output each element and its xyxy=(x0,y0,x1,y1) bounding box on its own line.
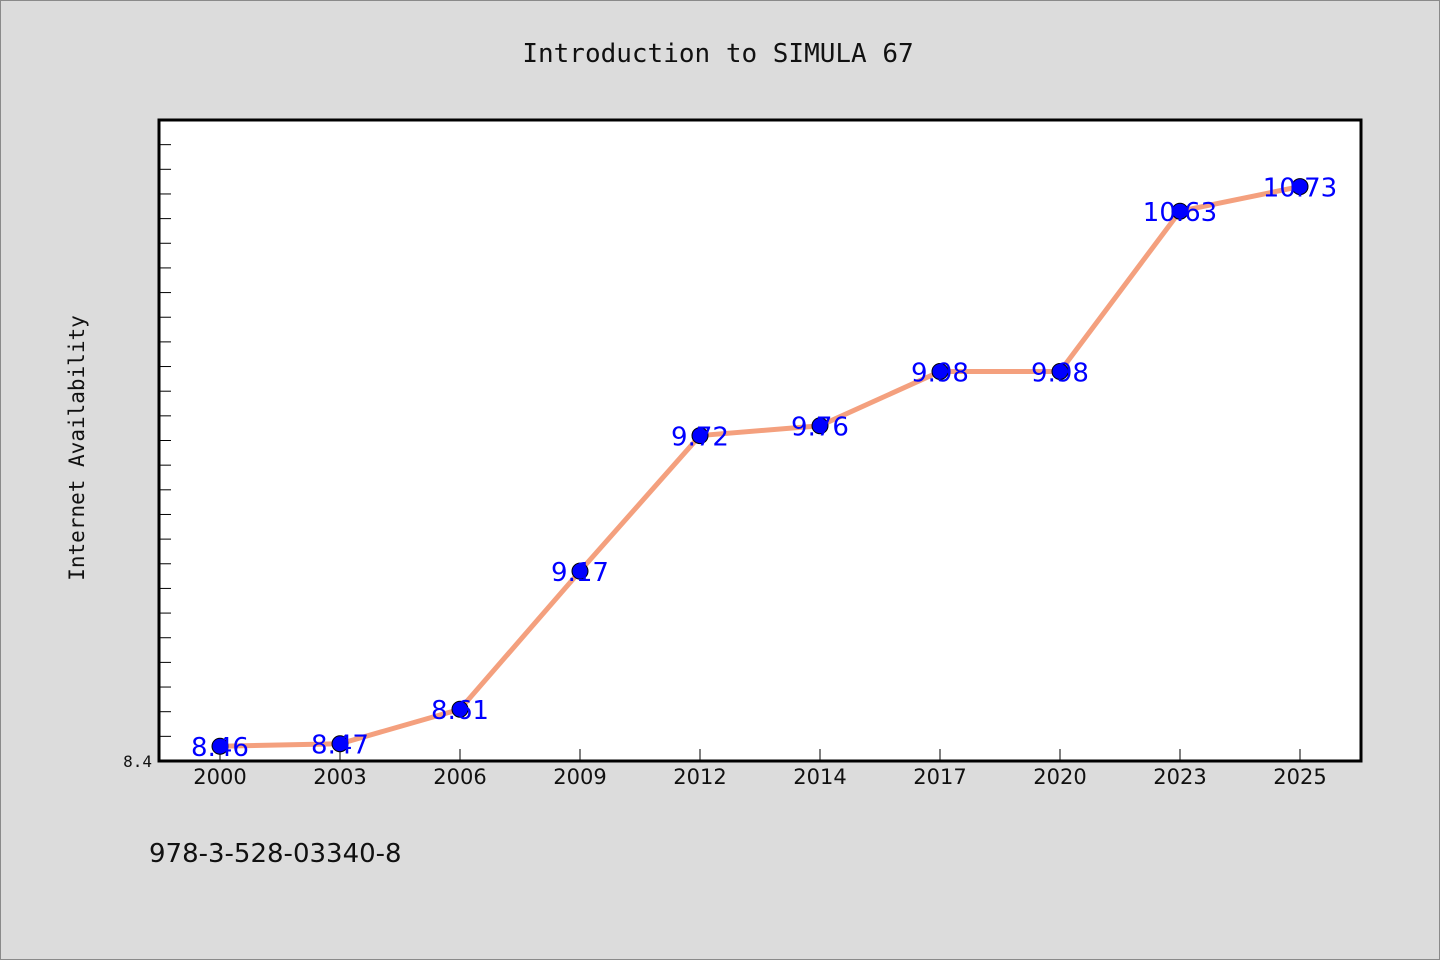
x-tick-label: 2025 xyxy=(1273,765,1326,789)
data-point xyxy=(331,735,349,753)
series-line xyxy=(217,184,1303,749)
data-point xyxy=(1291,178,1309,196)
data-points xyxy=(211,178,1309,755)
x-tick-label: 2012 xyxy=(673,765,726,789)
data-label: 10.63 xyxy=(1143,198,1217,228)
data-label: 9.76 xyxy=(791,413,849,443)
y-axis-ticks xyxy=(159,119,171,762)
data-point xyxy=(691,427,709,445)
data-point xyxy=(931,362,949,380)
x-tick-label: 2009 xyxy=(553,765,606,789)
data-label: 8.61 xyxy=(431,696,489,726)
x-tick-label: 2023 xyxy=(1153,765,1206,789)
data-labels: 8.46 8.47 8.61 9.17 9.72 9.76 9.98 9.98 10.63 10.… xyxy=(191,174,1337,764)
data-label: 8.47 xyxy=(311,731,369,761)
data-point xyxy=(451,700,469,718)
data-label: 9.17 xyxy=(551,558,609,588)
data-label: 10.73 xyxy=(1263,174,1337,204)
y-axis-label: Internet Availability xyxy=(65,315,89,581)
x-tick-label: 2014 xyxy=(793,765,846,789)
y-tick-label: 8.4 xyxy=(123,752,152,771)
plot-area xyxy=(157,118,1363,763)
y-axis-tick-labels: 8.4 xyxy=(123,752,152,771)
data-point xyxy=(1171,202,1189,220)
isbn-footer: 978-3-528-03340-8 xyxy=(149,839,402,869)
data-point xyxy=(811,417,829,435)
data-label: 8.46 xyxy=(191,733,249,763)
data-label: 9.72 xyxy=(671,423,729,453)
x-tick-label: 2000 xyxy=(193,765,246,789)
x-tick-label: 2003 xyxy=(313,765,366,789)
x-tick-label: 2020 xyxy=(1033,765,1086,789)
x-tick-label: 2006 xyxy=(433,765,486,789)
data-point xyxy=(1051,362,1069,380)
series-line-group xyxy=(217,184,1303,749)
x-axis-tick-labels: 2000 2003 2006 2009 2012 2014 2017 2020 2023 2025 xyxy=(193,765,1326,789)
data-point xyxy=(571,562,589,580)
data-label: 9.98 xyxy=(1031,358,1089,388)
x-tick-label: 2017 xyxy=(913,765,966,789)
data-label: 9.98 xyxy=(911,358,969,388)
chart-title: Introduction to SIMULA 67 xyxy=(522,39,913,69)
data-point xyxy=(211,737,229,755)
